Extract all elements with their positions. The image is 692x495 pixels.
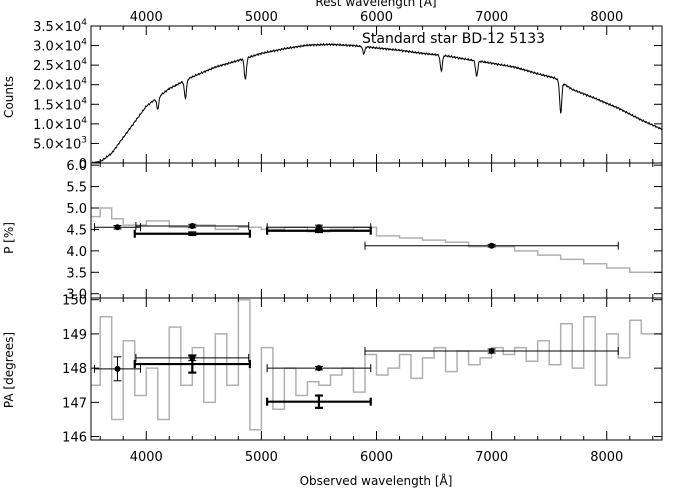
pa-axis-label: PA [degrees] bbox=[2, 332, 16, 408]
spectrum-line bbox=[90, 42, 663, 164]
position_angle-point-marker bbox=[315, 365, 322, 372]
p-axis-label: P [%] bbox=[2, 222, 16, 254]
top-tick-label: 8000 bbox=[590, 10, 623, 25]
position_angle-ytick-label: 149 bbox=[62, 328, 87, 343]
position_angle-point-marker bbox=[114, 365, 121, 372]
error-bar-layer bbox=[93, 222, 619, 409]
top-tick-label: 5000 bbox=[245, 10, 278, 25]
polarization-point-marker bbox=[488, 242, 495, 249]
top-tick-label: 6000 bbox=[360, 10, 393, 25]
polarization-point-marker bbox=[189, 223, 196, 229]
polarization-ytick-label: 5.5 bbox=[66, 181, 87, 196]
counts-ytick-label: 0 bbox=[79, 157, 87, 172]
top-tick-label: 7000 bbox=[475, 10, 508, 25]
counts-ytick-label: 1.0×104 bbox=[33, 116, 87, 133]
binned-data-layer bbox=[91, 207, 662, 431]
position_angle-ytick-label: 146 bbox=[62, 431, 87, 446]
polarization-ytick-label: 5.0 bbox=[66, 202, 87, 217]
x-tick-label: 7000 bbox=[475, 450, 508, 465]
polarization-ytick-label: 6.0 bbox=[66, 159, 87, 174]
polarization-ytick-label: 4.0 bbox=[66, 245, 87, 260]
counts-ytick-label: 5.0×103 bbox=[33, 135, 87, 152]
position_angle-point-marker bbox=[488, 348, 495, 355]
position_angle-binned-histogram bbox=[91, 298, 662, 431]
polarization-ytick-label: 3.5 bbox=[66, 266, 87, 281]
top-tick-label: 4000 bbox=[130, 10, 163, 25]
chart-annotation: Standard star BD-12 5133 bbox=[362, 31, 545, 47]
counts-ytick-label: 2.5×104 bbox=[33, 57, 87, 74]
x-tick-label: 6000 bbox=[360, 450, 393, 465]
position_angle-ytick-label: 148 bbox=[62, 362, 87, 377]
counts-ytick-label: 1.5×104 bbox=[33, 96, 87, 113]
counts-ytick-label: 3.0×104 bbox=[33, 38, 87, 55]
spectrum-layer bbox=[90, 42, 663, 164]
x-tick-label: 4000 bbox=[130, 450, 163, 465]
counts-ytick-label: 2.0×104 bbox=[33, 77, 87, 94]
polarization-ytick-label: 4.5 bbox=[66, 223, 87, 238]
top-axis-label: Rest wavelength [Å] bbox=[315, 0, 436, 9]
axes-layer: 0 5.0×103 1.0×104 1.5×104 2.0×104 2.5×104 3.0×… bbox=[33, 10, 663, 465]
counts-axis-label: Counts bbox=[2, 76, 16, 118]
polarization-ytick-label: 3.0 bbox=[66, 288, 87, 303]
x-tick-label: 5000 bbox=[245, 450, 278, 465]
polarization-binned-histogram bbox=[91, 207, 662, 274]
position_angle-ytick-label: 147 bbox=[62, 396, 87, 411]
x-tick-label: 8000 bbox=[590, 450, 623, 465]
position_angle-ytick-label: 150 bbox=[62, 294, 87, 309]
counts-ytick-label: 3.5×104 bbox=[33, 18, 87, 35]
x-axis-label: Observed wavelength [Å] bbox=[300, 473, 453, 488]
polarization-point-marker bbox=[114, 224, 121, 231]
